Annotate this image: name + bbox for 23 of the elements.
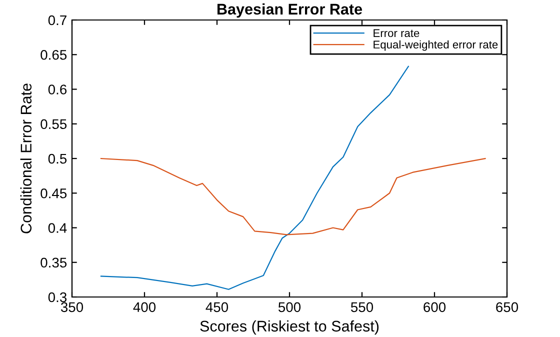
y-tick-label: 0.35 <box>40 258 67 268</box>
x-tick-label: 600 <box>424 302 446 312</box>
y-tick-label: 0.3 <box>48 292 67 302</box>
x-tick-label: 400 <box>133 302 156 312</box>
x-axis-title: Scores (Riskiest to Safest) <box>200 320 379 335</box>
y-tick-label: 0.65 <box>40 50 67 60</box>
line-series <box>100 66 409 290</box>
x-tick-label: 350 <box>60 302 84 312</box>
line-series <box>100 158 486 236</box>
chart-title: Bayesian Error Rate <box>217 3 362 18</box>
legend-label: Error rate <box>374 29 420 38</box>
y-tick-label: 0.6 <box>48 84 67 94</box>
x-tick-label: 500 <box>278 302 301 312</box>
y-tick-label: 0.7 <box>48 15 66 26</box>
x-tick-label: 550 <box>350 302 374 312</box>
y-tick-label: 0.45 <box>40 188 67 198</box>
legend-label: Equal-weighted error rate <box>374 40 498 51</box>
y-axis-title: Conditional Error Rate <box>20 84 32 234</box>
y-tick-label: 0.4 <box>48 223 67 233</box>
y-tick-label: 0.55 <box>40 119 67 130</box>
x-tick-label: 650 <box>496 302 518 312</box>
x-tick-label: 450 <box>206 302 228 312</box>
y-tick-label: 0.5 <box>48 154 67 164</box>
